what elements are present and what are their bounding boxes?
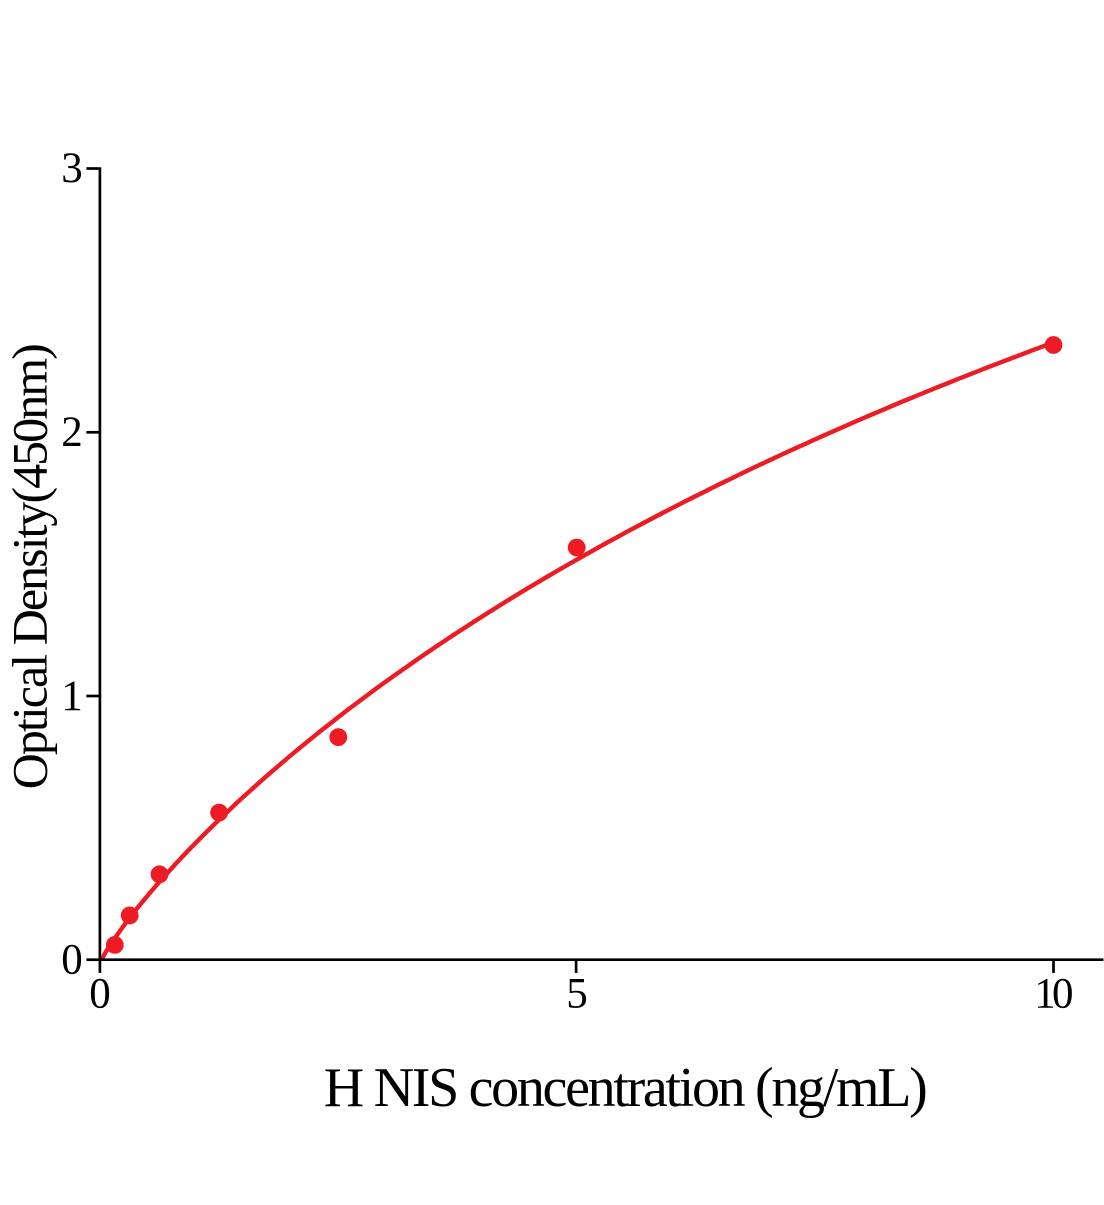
svg-text:3: 3 <box>61 145 83 192</box>
svg-text:0: 0 <box>89 971 111 1018</box>
svg-text:0: 0 <box>61 936 83 983</box>
svg-text:5: 5 <box>566 971 588 1018</box>
svg-text:2: 2 <box>61 409 83 456</box>
svg-text:10: 10 <box>1034 971 1073 1018</box>
svg-text:1: 1 <box>61 673 83 720</box>
svg-text:Optical Density(450nm): Optical Density(450nm) <box>1 343 57 789</box>
svg-text:H NIS concentration (ng/mL): H NIS concentration (ng/mL) <box>324 1057 928 1119</box>
